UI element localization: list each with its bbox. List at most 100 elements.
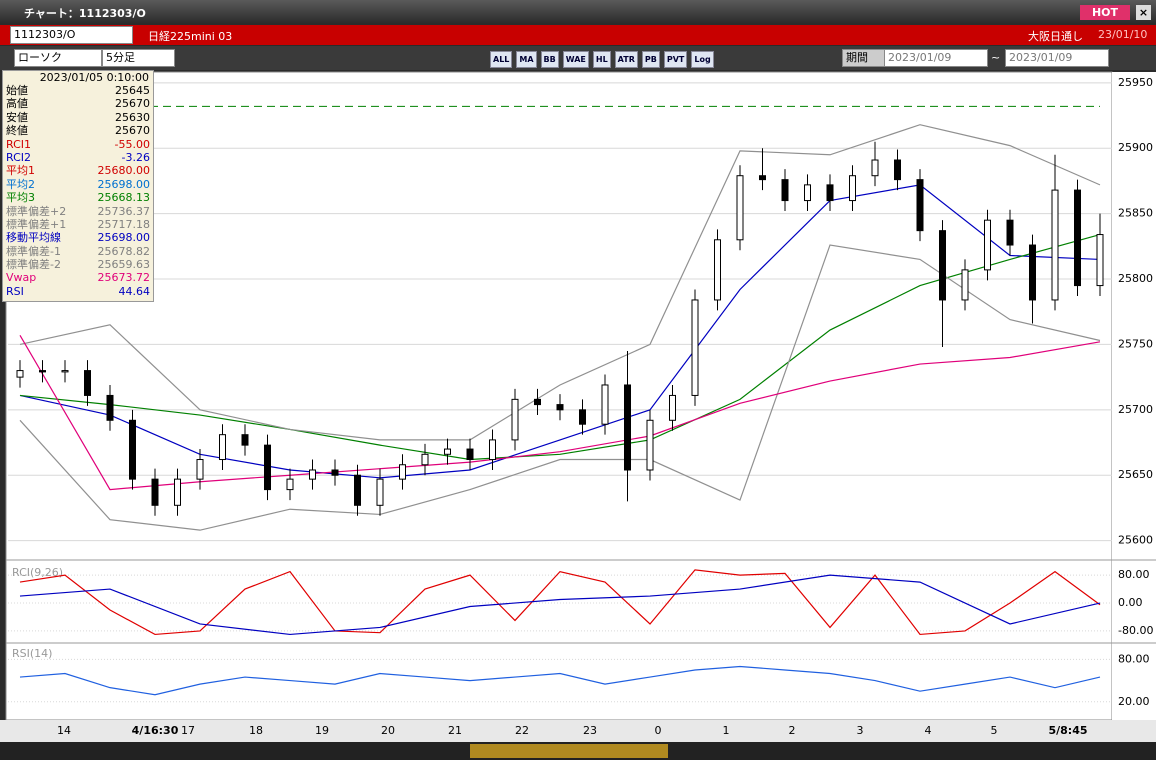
candle-body	[669, 394, 676, 421]
y-tick-label: -80.00	[1118, 624, 1153, 637]
indicator-line	[19, 574, 1101, 636]
candle-body	[309, 469, 316, 480]
y-tick-label: 25600	[1118, 534, 1153, 547]
to-date[interactable]: 2023/01/09	[1005, 49, 1109, 67]
candle-body	[984, 219, 991, 271]
info-value: 25678.82	[97, 244, 151, 258]
candle-body	[151, 478, 159, 506]
x-tick-label: 4	[925, 724, 932, 737]
x-tick-label: 2	[789, 724, 796, 737]
info-row: 平均1 25680.00	[3, 164, 153, 177]
info-datetime: 2023/01/05 0:10:00	[39, 71, 149, 84]
candle-body	[421, 453, 429, 466]
candle-body	[736, 175, 744, 241]
candle-body	[511, 398, 519, 441]
y-tick-label: 25850	[1118, 207, 1153, 220]
window-title: チャート：1112303/O	[24, 7, 146, 20]
period-button[interactable]: 期間	[842, 49, 886, 67]
tool-button[interactable]: PB	[641, 51, 660, 68]
panel-title: RSI(14)	[12, 647, 52, 660]
tool-button[interactable]: Log	[691, 51, 714, 68]
candle-body	[61, 370, 69, 373]
close-button[interactable]: ×	[1136, 5, 1151, 20]
info-label: 平均1	[6, 164, 35, 178]
tool-button[interactable]: MA	[516, 51, 537, 68]
hot-button[interactable]: HOT	[1080, 5, 1130, 20]
x-tick-label: 20	[381, 724, 395, 737]
candle-body	[16, 370, 24, 378]
candle-body	[219, 434, 226, 461]
candle-body	[376, 478, 384, 506]
info-label: 始値	[6, 84, 28, 97]
info-value: 25736.37	[97, 204, 151, 218]
info-label: RCI2	[6, 150, 32, 164]
scroll-thumb[interactable]	[470, 744, 668, 758]
candle-body	[646, 419, 654, 471]
interval-select[interactable]: 5分足	[102, 49, 175, 67]
indicator-line	[19, 124, 1101, 441]
info-value: 25668.13	[97, 191, 151, 205]
candle-body	[1029, 244, 1036, 301]
info-label: 平均2	[6, 177, 35, 191]
tool-button[interactable]: BB	[540, 51, 559, 68]
info-value: 25670	[115, 124, 150, 138]
info-row: 標準偏差-2 25659.63	[3, 258, 153, 271]
symbol-box[interactable]: 1112303/O	[10, 26, 133, 44]
info-value: -55.00	[114, 137, 150, 151]
info-label: 移動平均線	[6, 231, 61, 245]
info-value: 25680.00	[97, 164, 151, 178]
info-value: -3.26	[121, 150, 150, 164]
title-bar: チャート：1112303/O HOT ×	[0, 0, 1156, 24]
candle-body	[129, 419, 136, 480]
info-label: 標準偏差-1	[6, 244, 61, 258]
info-row: 標準偏差-1 25678.82	[3, 245, 153, 258]
date: 23/01/10	[1098, 28, 1148, 41]
info-value: 25659.63	[97, 258, 151, 272]
candle-body	[714, 239, 721, 301]
info-row: RCI2 -3.26	[3, 151, 153, 164]
candle-body	[826, 184, 834, 202]
info-label: 安値	[6, 110, 28, 124]
y-tick-label: 0.00	[1118, 596, 1143, 609]
x-tick-label: 5	[991, 724, 998, 737]
info-row: 終値 25670	[3, 124, 153, 137]
indicator-line	[19, 233, 1101, 461]
candle-body	[354, 474, 361, 506]
info-label: RSI	[6, 284, 24, 298]
info-label: RCI1	[6, 137, 32, 151]
tool-button[interactable]: ATR	[614, 51, 638, 68]
info-value: 25645	[115, 84, 150, 97]
candle-body	[331, 469, 339, 476]
candle-body	[916, 179, 924, 232]
candle-body	[1096, 234, 1104, 287]
candle-body	[939, 230, 946, 301]
tool-button[interactable]: HL	[592, 51, 611, 68]
candle-body	[106, 394, 114, 421]
candle-body	[624, 384, 631, 471]
candle-body	[466, 448, 474, 461]
candle-body	[264, 444, 271, 491]
info-row: 平均2 25698.00	[3, 178, 153, 191]
x-tick-label: 0	[655, 724, 662, 737]
candle-body	[894, 159, 901, 181]
info-value: 25698.00	[97, 177, 151, 191]
tool-button[interactable]: ALL	[490, 51, 513, 68]
style-select[interactable]: ローソク	[14, 49, 102, 67]
tool-button[interactable]: PVT	[663, 51, 688, 68]
candle-body	[399, 464, 406, 480]
candle-body	[579, 409, 586, 425]
info-value: 25698.00	[97, 231, 151, 245]
candle-body	[174, 478, 181, 506]
candle-body	[691, 299, 699, 396]
candle-body	[804, 184, 811, 202]
indicator-line	[19, 244, 1101, 531]
info-label: 標準偏差+2	[6, 204, 67, 218]
header-bar: 1112303/O 日経225mini 03 大阪日通し 23/01/10	[0, 25, 1156, 45]
tool-button[interactable]: WAE	[562, 51, 589, 68]
candle-body	[241, 434, 249, 446]
y-tick-label: 25700	[1118, 403, 1153, 416]
y-tick-label: 25900	[1118, 141, 1153, 154]
candle-body	[84, 370, 91, 396]
from-date[interactable]: 2023/01/09	[884, 49, 988, 67]
